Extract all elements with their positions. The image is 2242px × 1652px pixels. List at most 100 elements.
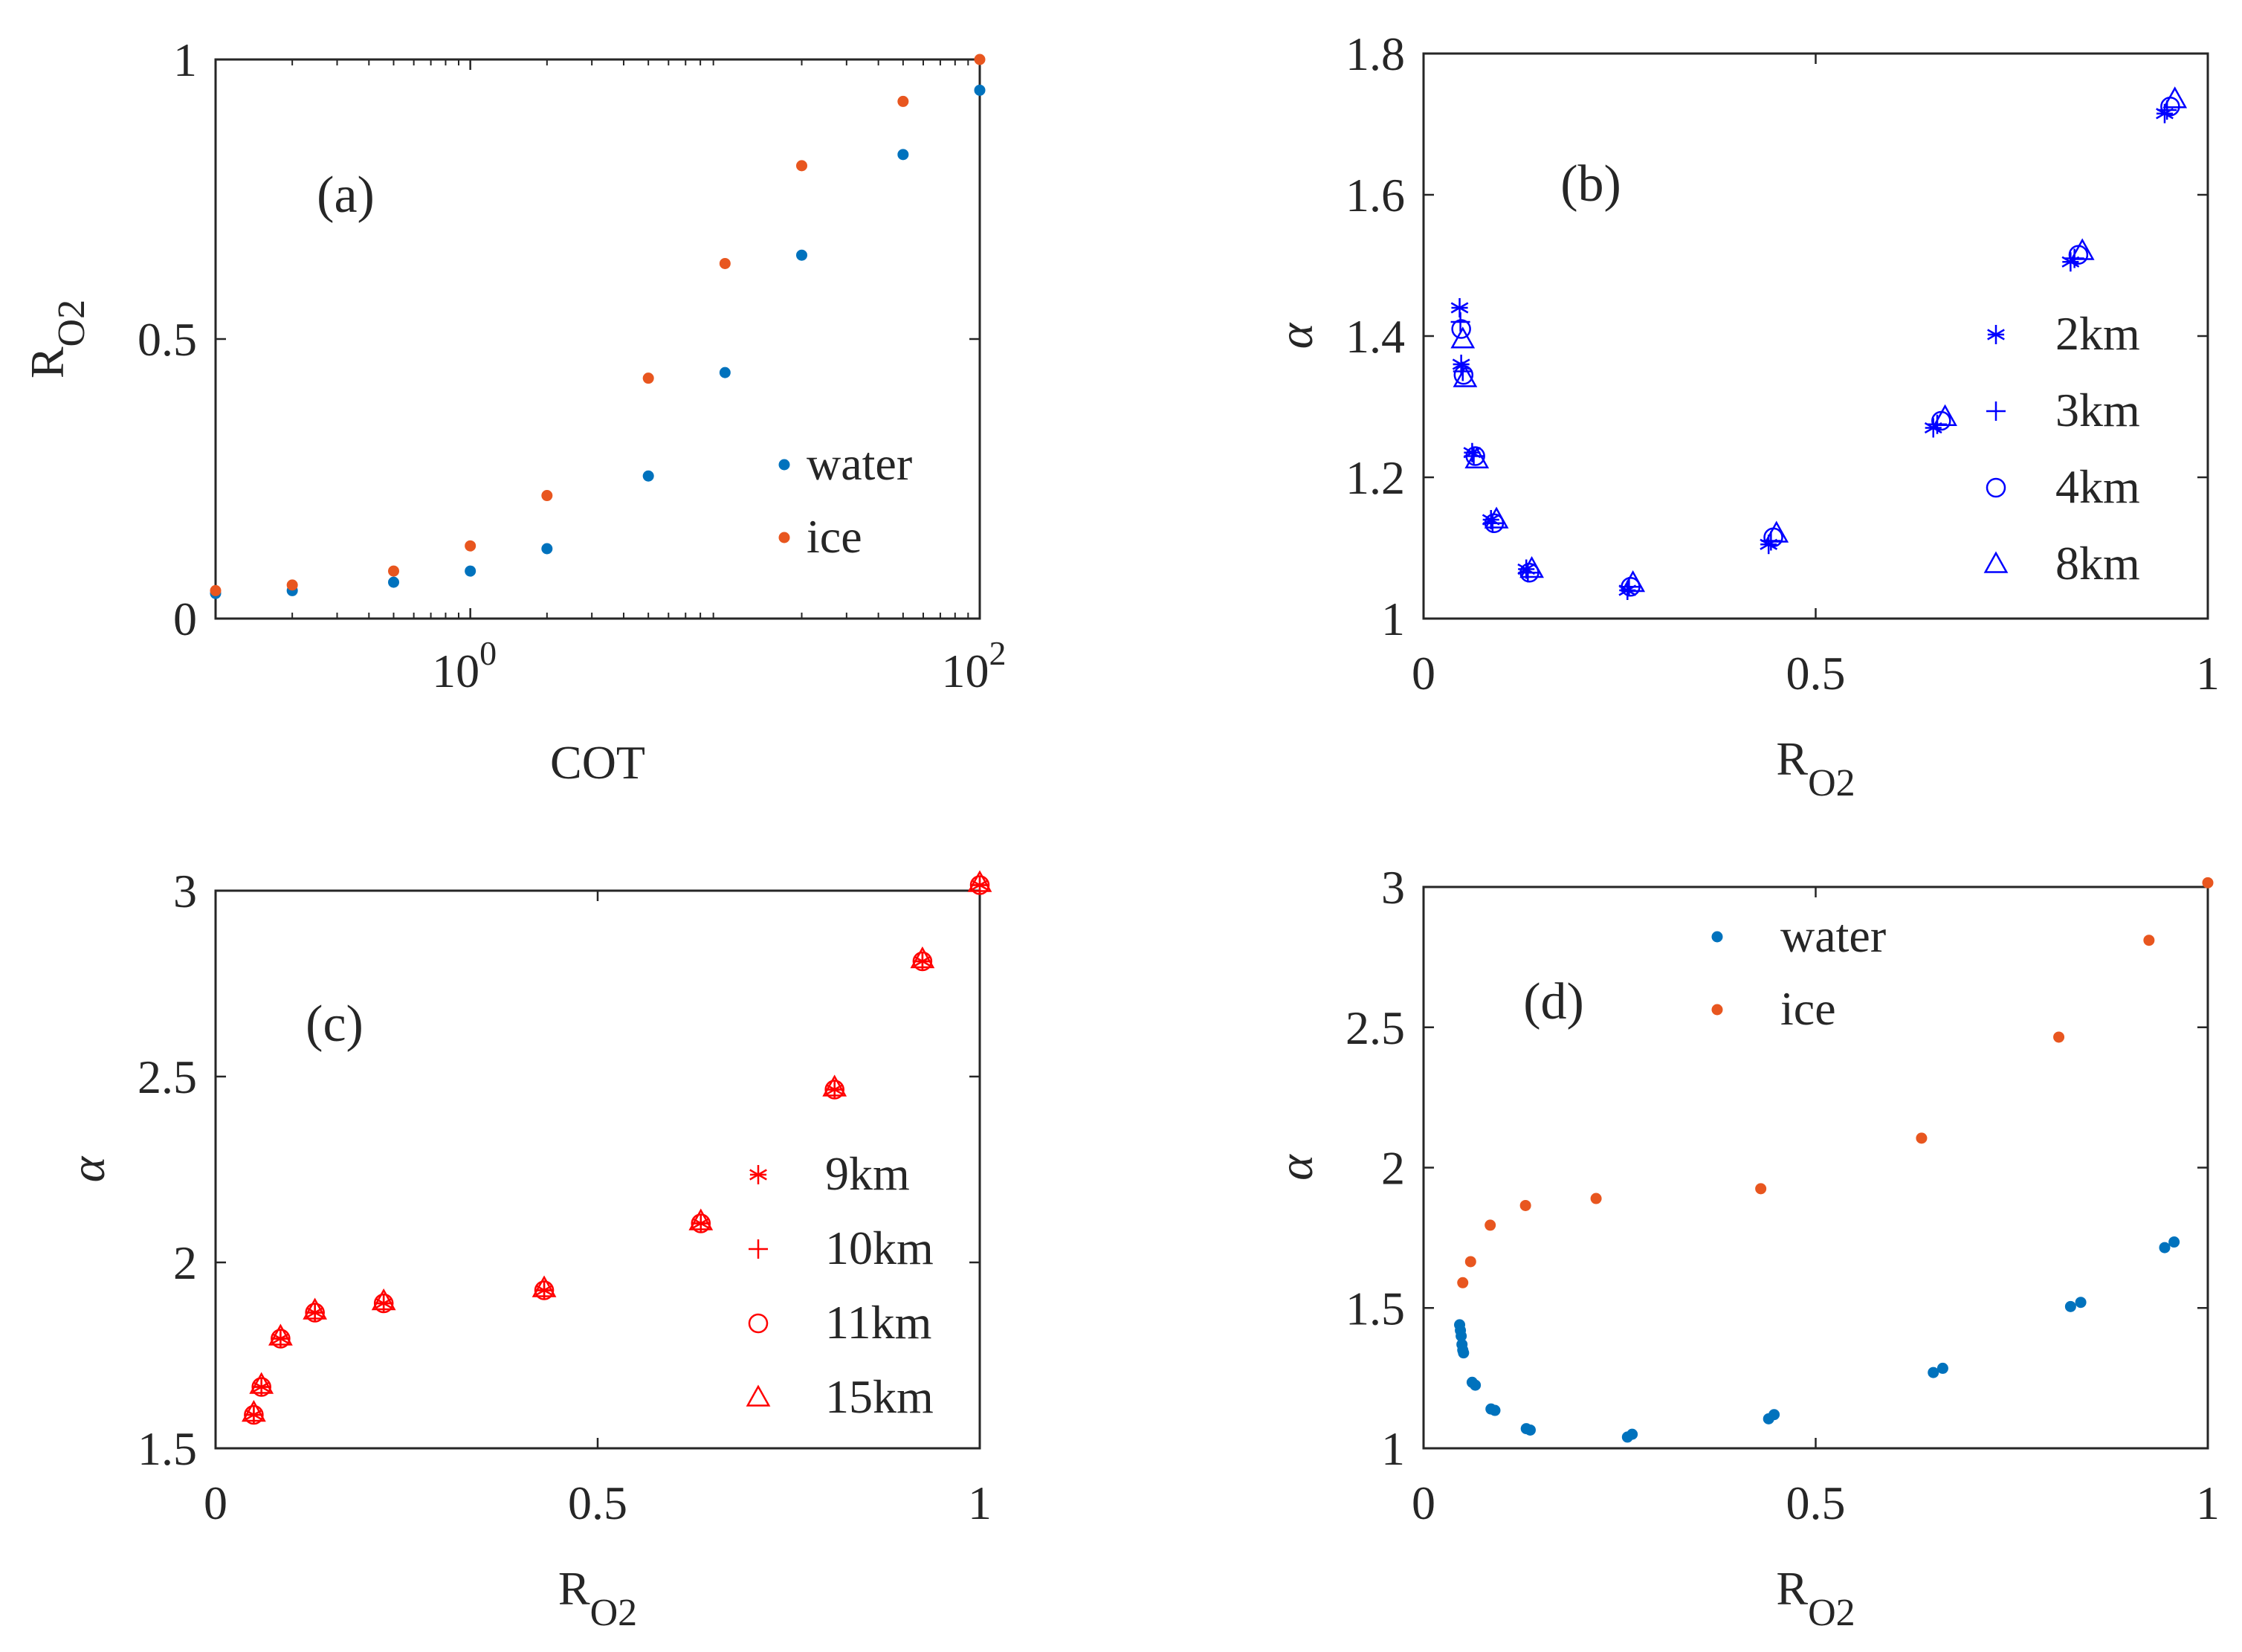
data-point — [2070, 238, 2095, 260]
y-tick-label: 1.5 — [1345, 1282, 1405, 1335]
data-point — [1450, 298, 1469, 317]
data-point — [1519, 1199, 1531, 1211]
data-point — [2159, 1242, 2171, 1253]
data-point — [974, 84, 986, 96]
legend-marker-water — [1711, 931, 1723, 943]
data-point — [2075, 1297, 2087, 1309]
data-point — [2143, 935, 2155, 946]
legend-marker-ice — [778, 532, 790, 543]
data-point — [897, 95, 909, 107]
x-tick-label: 0 — [204, 1477, 227, 1529]
data-point — [688, 1208, 714, 1230]
data-point — [251, 1377, 271, 1397]
data-point — [388, 576, 400, 588]
data-point — [2202, 877, 2214, 888]
series-water — [210, 84, 986, 599]
y-axis-label: RO2 — [21, 300, 93, 378]
panel-label: (d) — [1523, 973, 1584, 1030]
data-point — [719, 257, 731, 269]
data-point — [822, 1074, 847, 1097]
data-point — [1464, 1256, 1476, 1268]
y-tick-label: 2.5 — [1345, 1001, 1405, 1054]
data-point — [642, 470, 654, 482]
y-tick-label: 1.2 — [1345, 451, 1405, 504]
legend-label-8km: 8km — [2055, 537, 2140, 590]
data-point — [244, 1404, 264, 1425]
data-point — [1453, 365, 1474, 385]
data-point — [1590, 1193, 1602, 1204]
data-point — [1458, 1347, 1470, 1359]
panel-label: (a) — [317, 167, 375, 224]
series-water — [1454, 1236, 2180, 1443]
legend-marker-water — [778, 459, 790, 471]
data-point — [268, 1323, 293, 1346]
x-tick-label: 1 — [2196, 647, 2220, 700]
data-point — [1933, 404, 1957, 426]
x-axis-label: COT — [550, 736, 645, 789]
data-point — [969, 875, 990, 895]
data-point — [541, 490, 553, 502]
series-15km — [242, 870, 992, 1422]
y-tick-label: 1.6 — [1345, 169, 1405, 222]
data-point — [305, 1303, 325, 1323]
panel-b: 0 0.5 1 1 1.2 1.4 1.6 1.8 RO2 α (b) 2km 3km 4km 8km — [1269, 28, 2220, 804]
data-point — [1524, 1424, 1536, 1436]
y-tick-label: 1.4 — [1345, 310, 1405, 363]
legend-marker-15km — [746, 1384, 771, 1407]
data-point — [249, 1372, 274, 1394]
data-point — [1928, 1367, 1939, 1378]
data-point — [1457, 1277, 1469, 1288]
y-tick-label: 2 — [1381, 1142, 1405, 1195]
data-point — [534, 1280, 555, 1300]
panel-d: 0 0.5 1 1 1.5 2 2.5 3 RO2 α (d) water ice — [1269, 861, 2220, 1634]
data-point — [1451, 319, 1471, 339]
data-point — [303, 1297, 328, 1320]
legend-label-2km: 2km — [2055, 307, 2140, 360]
legend-label-ice: ice — [1780, 982, 1836, 1035]
data-point — [541, 543, 553, 555]
axes-box — [214, 58, 981, 620]
data-point — [967, 870, 992, 892]
x-axis-label: RO2 — [1776, 732, 1855, 804]
data-point — [2061, 252, 2080, 272]
y-tick-label: 1 — [1381, 1422, 1405, 1475]
data-point — [642, 372, 654, 384]
legend-label-10km: 10km — [825, 1222, 934, 1274]
data-point — [795, 160, 807, 172]
legend-label-15km: 15km — [825, 1370, 934, 1423]
data-point — [388, 565, 400, 577]
data-point — [2168, 1236, 2180, 1248]
legend-marker-11km — [748, 1313, 769, 1334]
x-tick-label: 102 — [942, 634, 1007, 697]
legend-label-water: water — [1780, 909, 1886, 962]
data-point — [210, 584, 222, 596]
y-tick-label: 0 — [173, 593, 197, 645]
x-axis-label: RO2 — [558, 1562, 637, 1634]
data-point — [465, 565, 476, 577]
x-tick-label: 0 — [1412, 647, 1435, 700]
legend-label-9km: 9km — [825, 1147, 910, 1200]
legend-marker-2km — [1987, 325, 2005, 344]
data-point — [1464, 446, 1490, 468]
data-point — [1768, 1409, 1780, 1421]
x-tick-label: 0.5 — [1786, 1477, 1846, 1529]
x-tick-label: 1 — [2196, 1477, 2220, 1529]
legend-marker-9km — [749, 1165, 767, 1184]
x-tick-label: 100 — [432, 634, 497, 697]
data-point — [795, 249, 807, 261]
x-axis-label: RO2 — [1776, 1562, 1855, 1634]
data-point — [1465, 446, 1485, 466]
y-tick-label: 2.5 — [138, 1051, 197, 1103]
data-point — [1936, 1362, 1948, 1374]
panel-label: (b) — [1560, 155, 1621, 213]
data-point — [271, 1329, 291, 1349]
legend-marker-ice — [1711, 1004, 1723, 1016]
data-point — [1450, 326, 1476, 349]
data-point — [719, 367, 731, 378]
y-axis-label: α — [1269, 322, 1323, 349]
data-point — [1924, 418, 1942, 438]
panel-a: 100 102 0 0.5 1 COT RO2 (a) water ice — [21, 33, 1007, 789]
y-tick-label: 1 — [173, 33, 197, 86]
data-point — [1519, 555, 1544, 578]
axes-box — [1422, 885, 2209, 1450]
